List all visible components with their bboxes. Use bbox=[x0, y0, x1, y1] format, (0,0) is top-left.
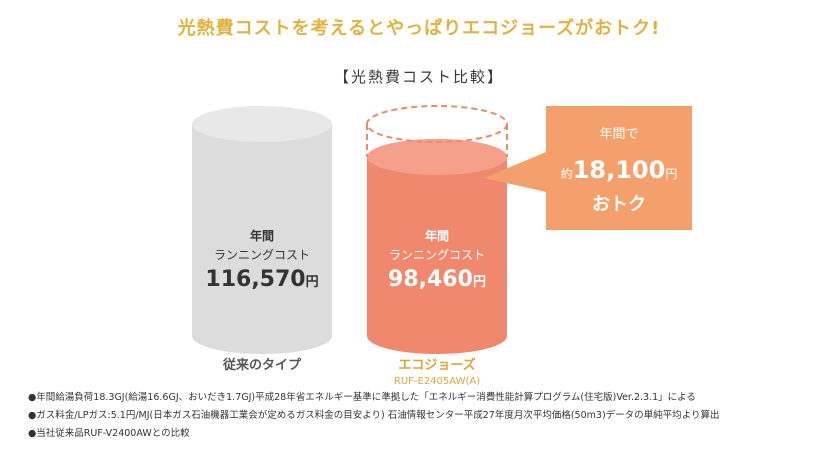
category-label: 従来のタイプ bbox=[222, 357, 302, 373]
callout-amount: 約18,100円 bbox=[561, 156, 678, 184]
category-sublabel: RUF-E2405AW(A) bbox=[394, 376, 480, 387]
callout-pointer bbox=[484, 152, 546, 192]
data-label: 98,460円 bbox=[388, 267, 486, 292]
value-caption-line1: 年間 bbox=[250, 228, 274, 243]
footnotes: ●年間給湯負荷18.3GJ(給湯16.6GJ、おいだき1.7GJ)平成28年省エ… bbox=[28, 389, 833, 443]
footnote: ●当社従来品RUF-V2400AWとの比較 bbox=[28, 428, 190, 439]
chart-title: 【光熱費コスト比較】 bbox=[333, 68, 504, 86]
cylinder-body bbox=[192, 124, 332, 354]
cylinder-body bbox=[367, 156, 507, 354]
value-caption-line2: ランニングコスト bbox=[214, 248, 310, 262]
callout-box bbox=[546, 106, 692, 230]
headline: 光熱費コストを考えるとやっぱりエコジョーズがおトク! bbox=[177, 18, 661, 39]
dashed-outline bbox=[366, 124, 508, 157]
footnote: ●年間給湯負荷18.3GJ(給湯16.6GJ、おいだき1.7GJ)平成28年省エ… bbox=[28, 392, 696, 403]
cylinder-top bbox=[367, 138, 507, 175]
dashed-outline-top bbox=[366, 105, 508, 143]
footnote: ●ガス料金/LPガス:5.1円/MJ(日本ガス石油機器工業会が定めるガス料金の目… bbox=[28, 410, 720, 421]
value-caption-line2: ランニングコスト bbox=[389, 248, 485, 262]
data-label: 116,570円 bbox=[205, 267, 318, 292]
callout-line3: おトク bbox=[592, 194, 646, 215]
category-label: エコジョーズ bbox=[398, 357, 475, 373]
callout-line1: 年間で bbox=[599, 127, 638, 142]
cylinder-top bbox=[192, 106, 332, 142]
cost-comparison-chart: 年間ランニングコスト116,570円従来のタイプ年間ランニングコスト98,460… bbox=[192, 105, 692, 387]
value-caption-line1: 年間 bbox=[425, 228, 449, 243]
